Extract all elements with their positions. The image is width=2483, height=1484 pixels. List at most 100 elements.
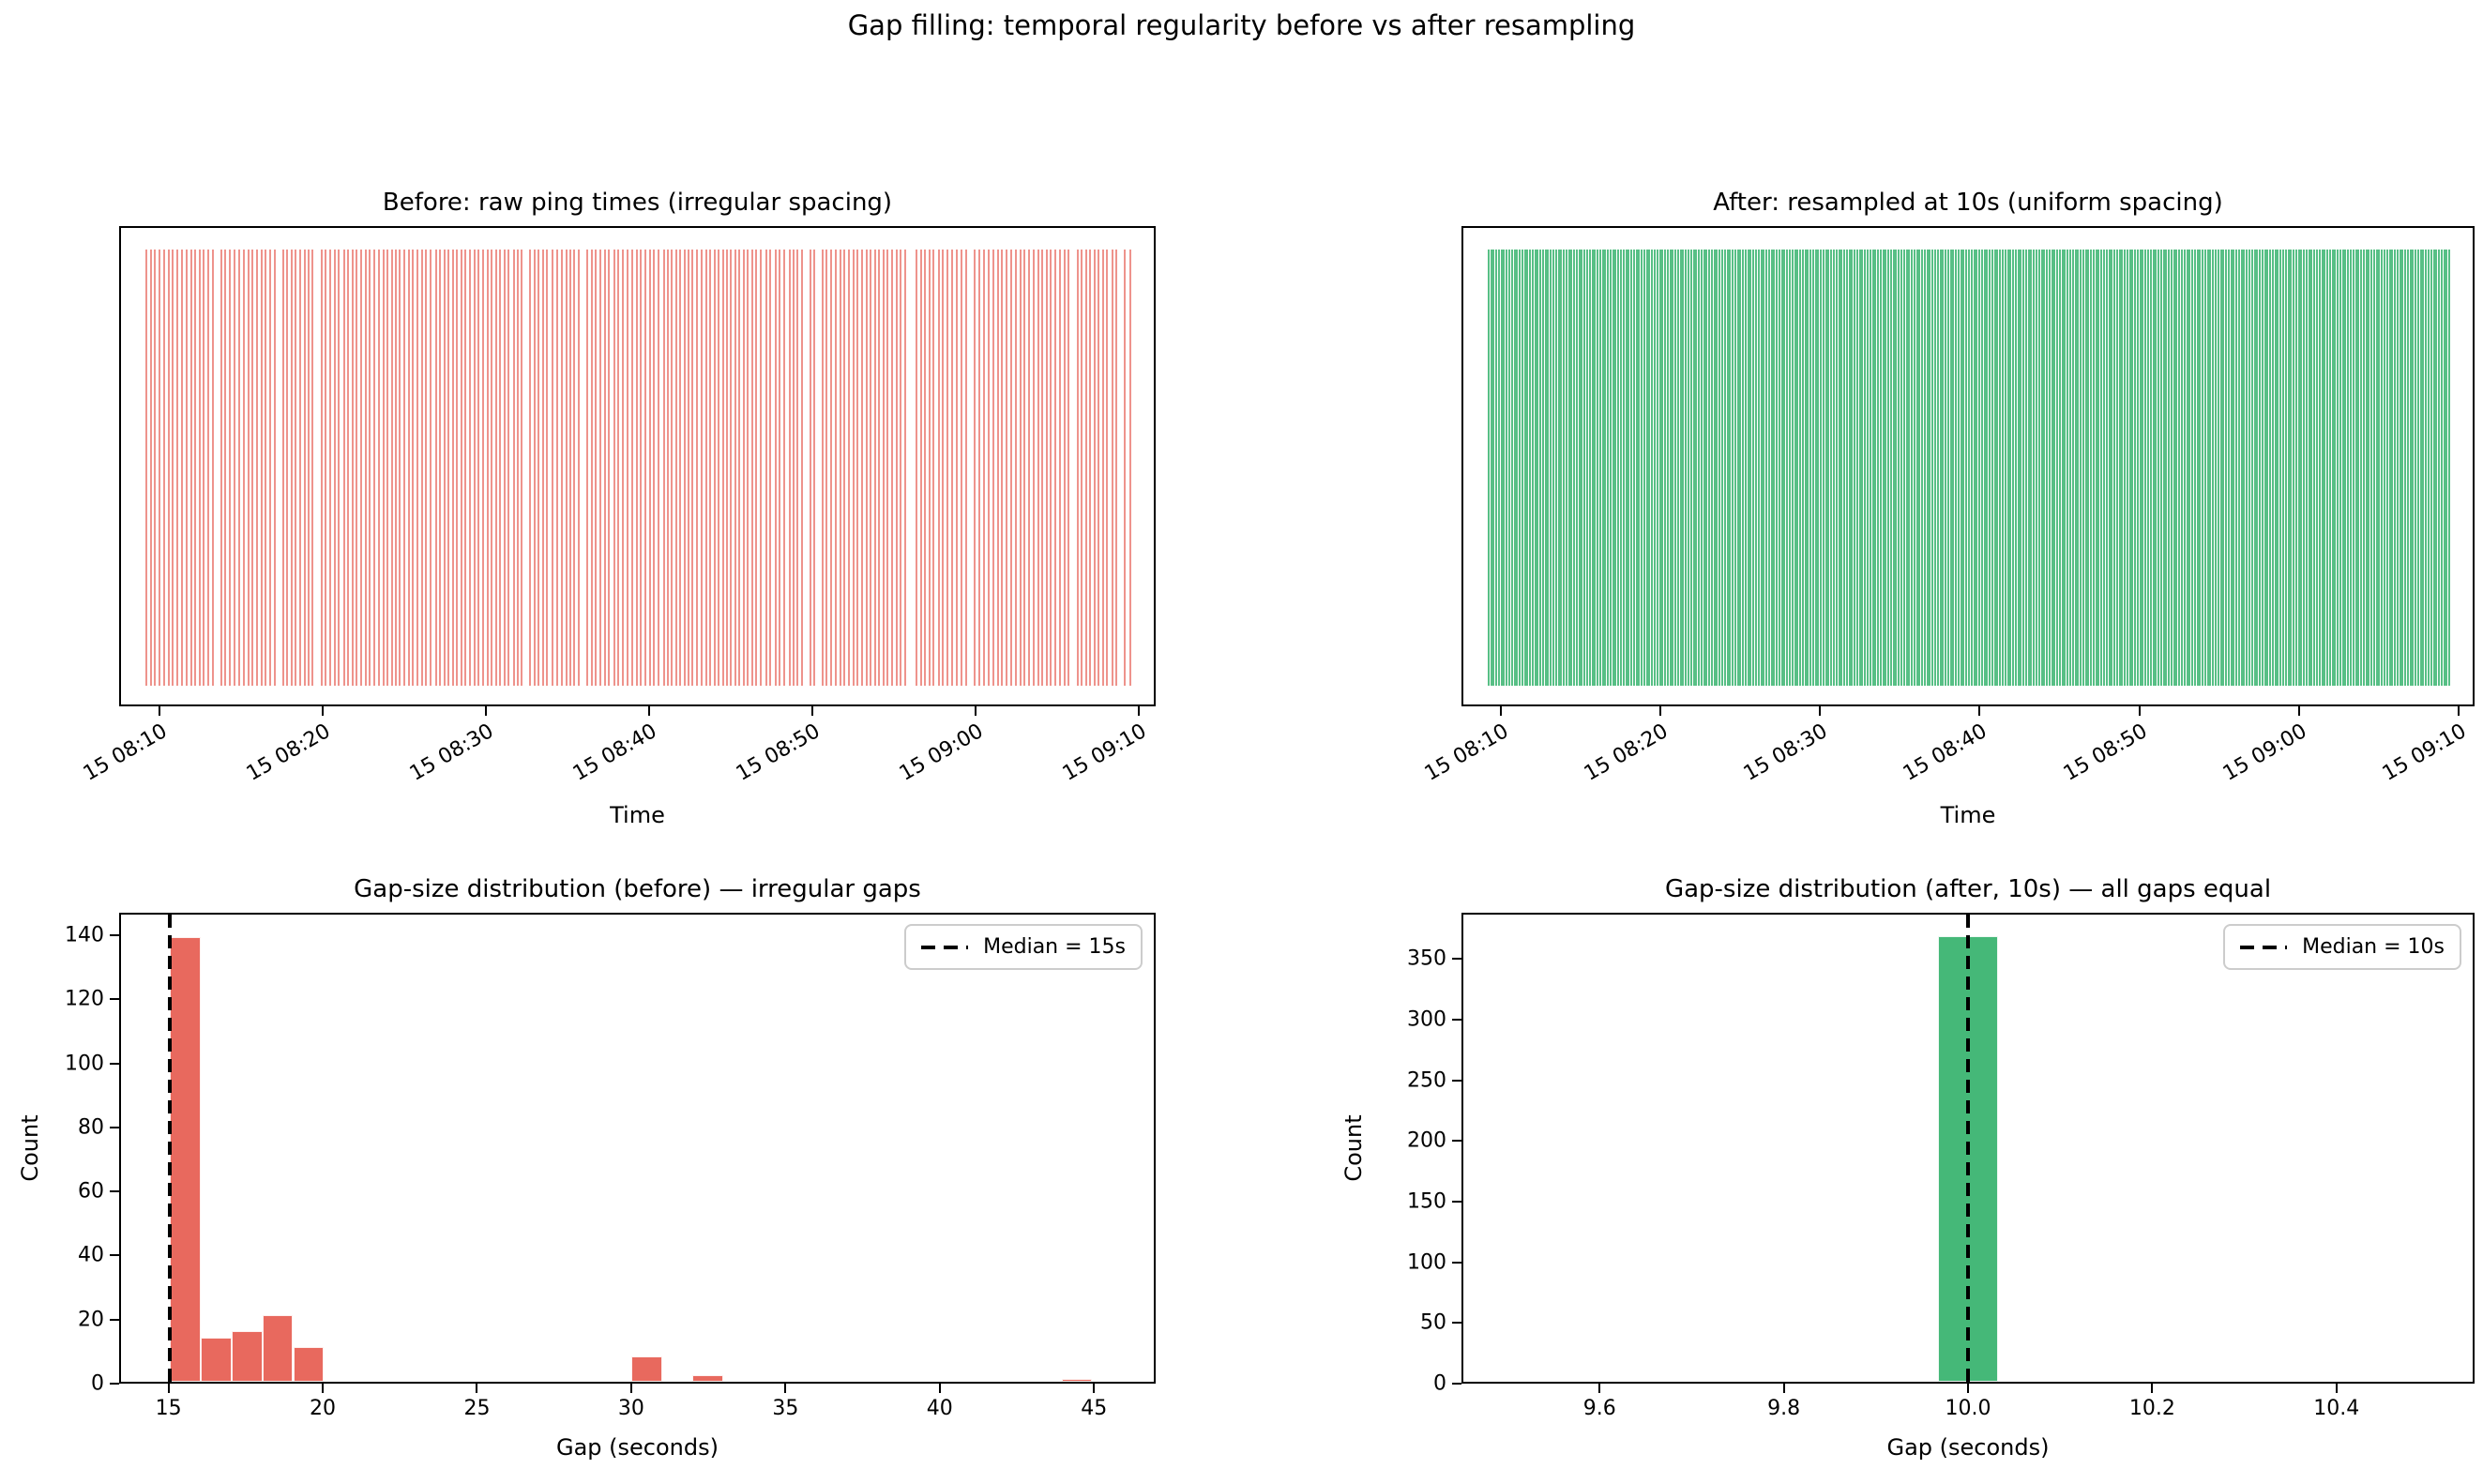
ping-event-line xyxy=(2191,249,2194,686)
y-tick-mark xyxy=(1452,1261,1461,1264)
ping-event-line xyxy=(2300,249,2303,686)
before-events-xlabel: Time xyxy=(610,802,665,828)
histogram-bar xyxy=(231,1330,263,1382)
ping-event-line xyxy=(1713,249,1716,686)
ping-event-line xyxy=(369,249,371,686)
ping-event-line xyxy=(1550,249,1552,686)
ping-event-line xyxy=(486,249,489,686)
ping-event-line xyxy=(1537,249,1539,686)
ping-event-line xyxy=(882,249,885,686)
ping-event-line xyxy=(443,249,446,686)
ping-event-line xyxy=(206,249,209,686)
y-tick-label: 120 xyxy=(65,987,104,1011)
ping-event-line xyxy=(951,249,954,686)
ping-event-line xyxy=(2399,249,2401,686)
legend-box: Median = 10s xyxy=(2223,924,2461,970)
gap-hist-before-title: Gap-size distribution (before) — irregul… xyxy=(354,875,921,903)
x-tick-label: 45 xyxy=(1081,1397,1108,1420)
ping-event-line xyxy=(1996,249,1999,686)
y-tick-label: 0 xyxy=(1433,1371,1446,1396)
ping-event-line xyxy=(2303,249,2306,686)
ping-event-line xyxy=(1908,249,1911,686)
ping-event-line xyxy=(2209,249,2212,686)
gap-hist-after-title: Gap-size distribution (after, 10s) — all… xyxy=(1664,875,2272,903)
ping-event-line xyxy=(2443,249,2445,686)
ping-event-line xyxy=(2349,249,2352,686)
ping-event-line xyxy=(2102,249,2105,686)
ping-event-line xyxy=(1510,249,1513,686)
ping-event-line xyxy=(2030,249,2033,686)
ping-event-line xyxy=(1788,249,1791,686)
ping-event-line xyxy=(2124,249,2127,686)
ping-event-line xyxy=(546,249,549,686)
ping-event-line xyxy=(1840,249,1843,686)
ping-event-line xyxy=(2237,249,2240,686)
ping-event-line xyxy=(1695,249,1698,686)
ping-event-line xyxy=(2261,249,2263,686)
ping-event-line xyxy=(1638,249,1641,686)
ping-event-line xyxy=(1656,249,1658,686)
y-tick-mark xyxy=(110,1062,119,1065)
ping-event-line xyxy=(1560,249,1563,686)
ping-event-line xyxy=(599,249,602,686)
ping-event-line xyxy=(2318,249,2321,686)
ping-event-line xyxy=(691,249,694,686)
x-tick-mark xyxy=(2151,1384,2154,1393)
ping-event-line xyxy=(224,249,227,686)
ping-event-line xyxy=(1676,249,1679,686)
ping-event-line xyxy=(2339,249,2341,686)
ping-event-line xyxy=(1874,249,1877,686)
ping-event-line xyxy=(1783,249,1786,686)
ping-event-line xyxy=(328,249,331,686)
ping-event-line xyxy=(2178,249,2181,686)
x-tick-label: 15 09:10 xyxy=(2378,719,2471,786)
ping-event-line xyxy=(1726,249,1729,686)
ping-event-line xyxy=(1980,249,1983,686)
ping-event-line xyxy=(916,249,918,686)
ping-event-line xyxy=(2095,249,2097,686)
x-tick-label: 15 08:10 xyxy=(1420,719,1513,786)
ping-event-line xyxy=(290,249,293,686)
ping-event-line xyxy=(1976,249,1978,686)
ping-event-line xyxy=(848,249,851,686)
ping-event-line xyxy=(774,249,777,686)
ping-event-line xyxy=(2199,249,2202,686)
ping-event-line xyxy=(1732,249,1734,686)
ping-event-line xyxy=(1942,249,1945,686)
ping-event-line xyxy=(928,249,931,686)
ping-event-line xyxy=(1591,249,1594,686)
gap-hist-after-ylabel: Count xyxy=(1340,1114,1367,1182)
ping-event-line xyxy=(1654,249,1656,686)
ping-event-line xyxy=(399,249,401,686)
ping-event-line xyxy=(878,249,881,686)
ping-event-line xyxy=(856,249,859,686)
ping-event-line xyxy=(718,249,720,686)
ping-event-line xyxy=(1692,249,1695,686)
ping-event-line xyxy=(721,249,724,686)
ping-event-line xyxy=(2144,249,2147,686)
ping-event-line xyxy=(159,249,161,686)
ping-event-line xyxy=(2155,249,2157,686)
axes-gap-hist-before: Gap-size distribution (before) — irregul… xyxy=(17,875,1156,1461)
ping-event-line xyxy=(996,249,999,686)
ping-event-line xyxy=(687,249,689,686)
before-events-plot-area xyxy=(119,226,1156,706)
histogram-bar xyxy=(201,1337,232,1382)
ping-event-line xyxy=(2157,249,2160,686)
ping-event-line xyxy=(167,249,170,686)
y-tick-mark xyxy=(110,1318,119,1321)
ping-event-line xyxy=(1106,249,1109,686)
ping-event-line xyxy=(1734,249,1736,686)
ping-event-line xyxy=(154,249,157,686)
ping-event-line xyxy=(1796,249,1799,686)
median-dash-sample-icon xyxy=(921,945,969,949)
y-tick-mark xyxy=(1452,1018,1461,1021)
ping-event-line xyxy=(2037,249,2040,686)
ping-event-line xyxy=(347,249,350,686)
ping-event-line xyxy=(578,249,581,686)
ping-event-line xyxy=(1625,249,1628,686)
ping-event-line xyxy=(2105,249,2108,686)
ping-event-line xyxy=(852,249,855,686)
after-events-title: After: resampled at 10s (uniform spacing… xyxy=(1713,189,2223,217)
ping-event-line xyxy=(2215,249,2217,686)
